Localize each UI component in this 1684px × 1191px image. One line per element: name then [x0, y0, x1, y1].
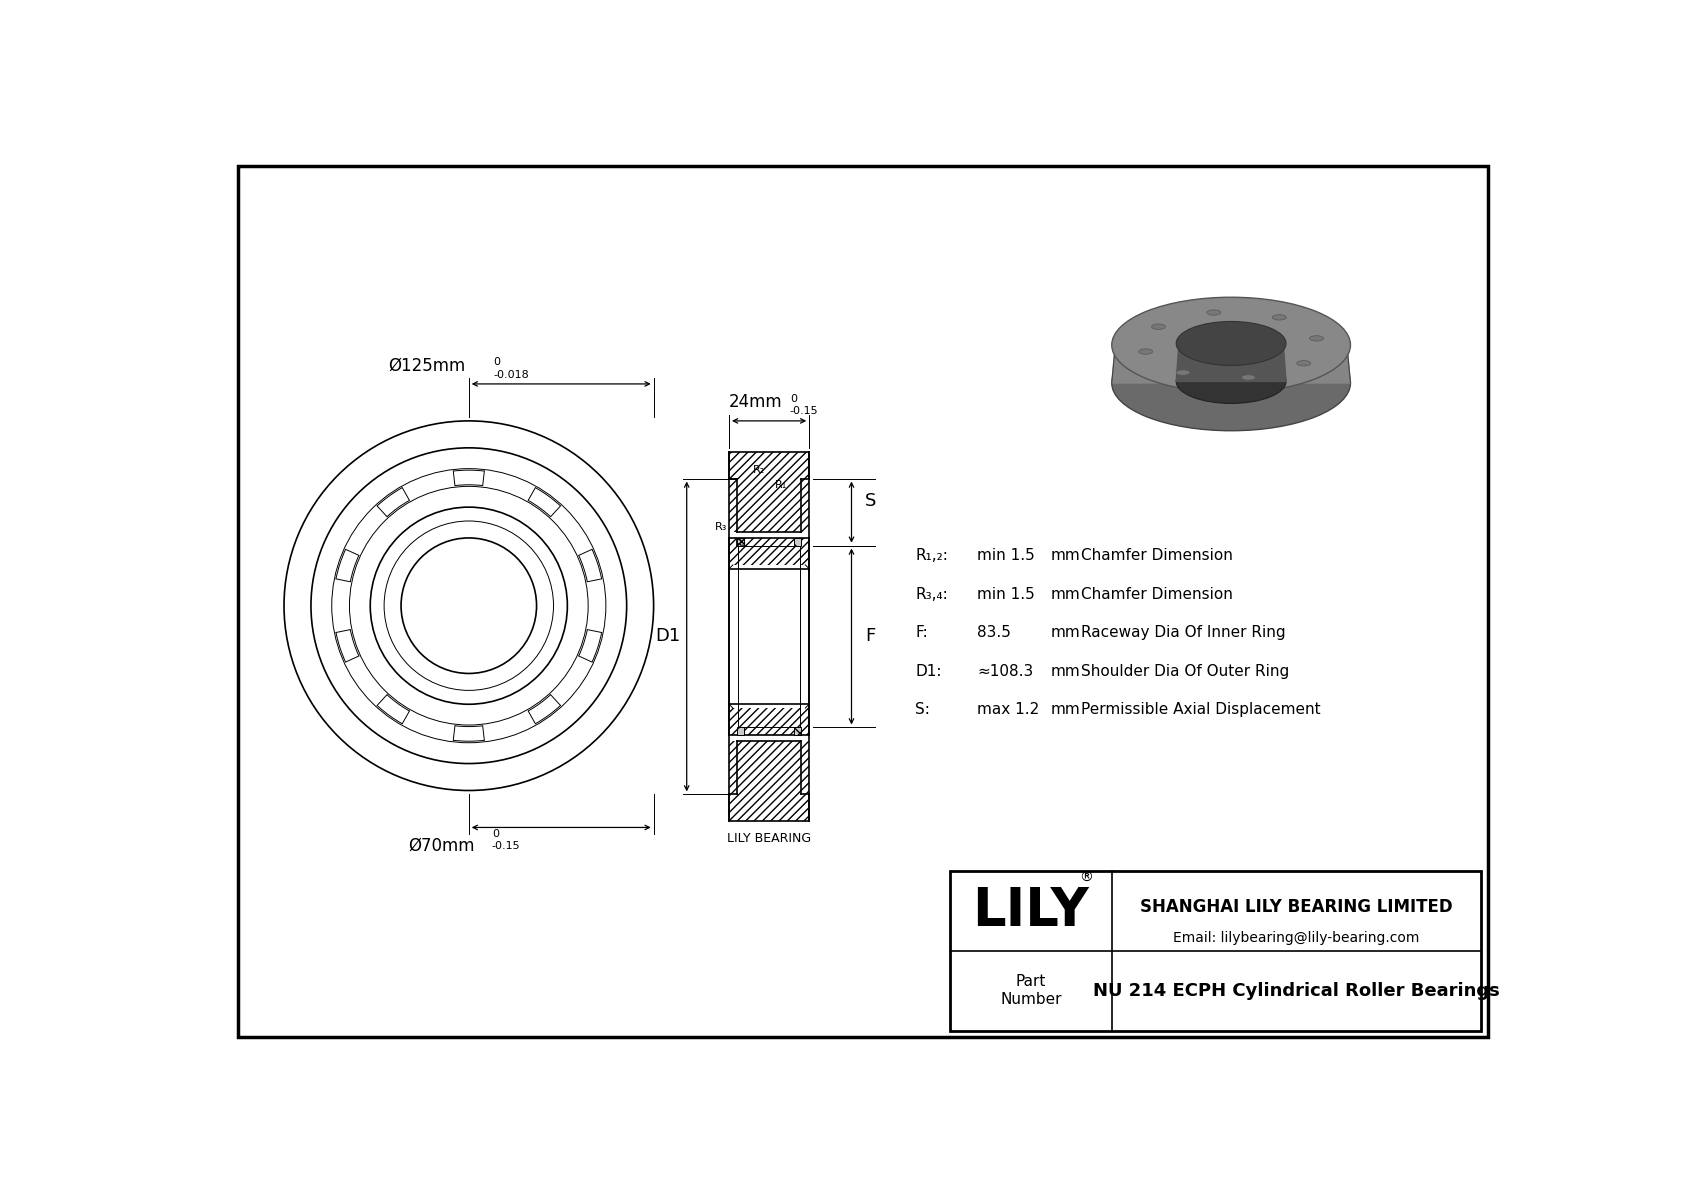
Bar [793, 728, 802, 735]
Text: F: F [866, 628, 876, 646]
Text: Ø125mm: Ø125mm [387, 356, 465, 375]
Text: S: S [866, 492, 877, 510]
Text: SHANGHAI LILY BEARING LIMITED: SHANGHAI LILY BEARING LIMITED [1140, 898, 1453, 916]
Bar [793, 538, 802, 545]
Bar [729, 709, 808, 735]
Text: R₁,₂:: R₁,₂: [916, 548, 948, 563]
Ellipse shape [1175, 370, 1191, 375]
Text: R₄: R₄ [736, 540, 748, 549]
Text: LILY: LILY [973, 885, 1090, 936]
Ellipse shape [1152, 324, 1165, 330]
Ellipse shape [1175, 360, 1287, 404]
Text: -0.15: -0.15 [492, 841, 520, 852]
Text: Ø70mm: Ø70mm [409, 837, 475, 855]
Polygon shape [1175, 343, 1287, 381]
Text: mm: mm [1051, 703, 1079, 717]
Text: Shoulder Dia Of Outer Ring: Shoulder Dia Of Outer Ring [1081, 663, 1290, 679]
Bar [950, 871, 1482, 1030]
Text: mm: mm [1051, 587, 1079, 601]
Text: -0.15: -0.15 [790, 406, 818, 417]
Text: D1:: D1: [916, 663, 941, 679]
Text: ®: ® [1079, 872, 1093, 885]
Ellipse shape [1175, 322, 1287, 366]
Text: ≈108.3: ≈108.3 [977, 663, 1034, 679]
Text: D1: D1 [655, 628, 680, 646]
Text: mm: mm [1051, 663, 1079, 679]
Bar [729, 538, 808, 565]
Bar [738, 728, 744, 735]
Text: -0.018: -0.018 [493, 370, 529, 380]
Text: NU 214 ECPH Cylindrical Roller Bearings: NU 214 ECPH Cylindrical Roller Bearings [1093, 981, 1500, 999]
Bar [729, 741, 808, 822]
Text: max 1.2: max 1.2 [977, 703, 1039, 717]
Text: F:: F: [916, 625, 928, 640]
Text: R₃,₄:: R₃,₄: [916, 587, 948, 601]
Bar [738, 538, 744, 545]
Text: R₂: R₂ [753, 464, 765, 475]
Text: 0: 0 [492, 829, 498, 838]
Text: mm: mm [1051, 625, 1079, 640]
Polygon shape [1111, 345, 1351, 384]
Text: mm: mm [1051, 548, 1079, 563]
Text: R₃: R₃ [716, 522, 727, 531]
Text: 0: 0 [493, 357, 500, 367]
Text: Chamfer Dimension: Chamfer Dimension [1081, 548, 1233, 563]
Ellipse shape [1138, 349, 1152, 354]
Text: Email: lilybearing@lily-bearing.com: Email: lilybearing@lily-bearing.com [1174, 931, 1420, 944]
Text: 83.5: 83.5 [977, 625, 1010, 640]
Text: Raceway Dia Of Inner Ring: Raceway Dia Of Inner Ring [1081, 625, 1285, 640]
Text: Part
Number: Part Number [1000, 974, 1061, 1006]
Text: 24mm: 24mm [729, 393, 781, 411]
Text: Permissible Axial Displacement: Permissible Axial Displacement [1081, 703, 1320, 717]
Ellipse shape [1297, 361, 1310, 366]
Text: min 1.5: min 1.5 [977, 587, 1034, 601]
Text: LILY BEARING: LILY BEARING [727, 831, 812, 844]
Ellipse shape [1207, 310, 1221, 316]
Ellipse shape [1273, 314, 1287, 320]
Bar [729, 451, 808, 531]
Text: R₁: R₁ [775, 480, 788, 491]
Ellipse shape [1111, 298, 1351, 393]
Text: Chamfer Dimension: Chamfer Dimension [1081, 587, 1233, 601]
Text: S:: S: [916, 703, 930, 717]
Text: min 1.5: min 1.5 [977, 548, 1034, 563]
Ellipse shape [1241, 375, 1255, 380]
Text: 0: 0 [790, 394, 797, 404]
Ellipse shape [1111, 335, 1351, 431]
Ellipse shape [1310, 336, 1324, 341]
